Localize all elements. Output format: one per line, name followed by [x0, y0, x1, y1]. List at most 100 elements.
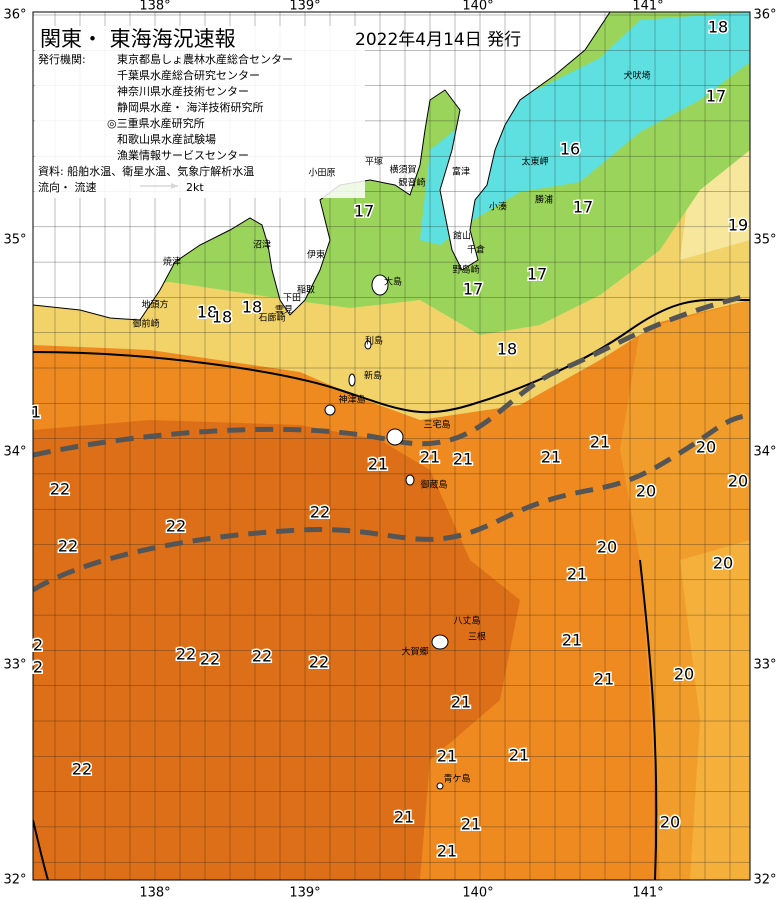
- place-name: 御前崎: [132, 318, 159, 330]
- place-name: 富津: [452, 166, 470, 178]
- temperature-label: 17: [463, 280, 483, 299]
- temperature-label: 21: [368, 455, 388, 474]
- place-name: 焼津: [163, 257, 181, 268]
- issuer: 神奈川県水産技術センター: [117, 84, 249, 98]
- place-name: 三宅島: [423, 419, 450, 431]
- header-box: [35, 26, 365, 198]
- place-name: 青ケ島: [443, 773, 470, 785]
- place-name: 平塚: [365, 157, 383, 168]
- source: 資料: 船舶水温、衛星水温、気象庁解析水温: [38, 164, 254, 178]
- lat-label: 35°: [753, 233, 776, 248]
- temperature-label: 18: [497, 340, 517, 359]
- temperature-label: 21: [394, 808, 414, 827]
- temperature-label: 22: [200, 650, 220, 669]
- lon-label: 139°: [289, 886, 320, 900]
- temperature-label: 21: [541, 448, 561, 467]
- place-name: 千倉: [467, 244, 485, 256]
- temperature-label: 21: [590, 433, 610, 452]
- temperature-label: 18: [708, 18, 728, 37]
- place-name: 小湊: [489, 201, 507, 213]
- temperature-label: 21: [453, 450, 473, 469]
- place-name: 神津島: [338, 394, 365, 406]
- temperature-label: 18: [197, 303, 217, 322]
- temperature-label: 20: [728, 472, 748, 491]
- place-name: 下田: [283, 293, 301, 304]
- place-name: 地頭方: [141, 299, 168, 311]
- lat-label: 34°: [3, 445, 26, 460]
- flow-label: 流向・ 流速: [38, 180, 97, 194]
- place-name: 三根: [468, 631, 486, 643]
- temperature-label: 21: [567, 565, 587, 584]
- lon-label: 138°: [139, 886, 170, 900]
- temperature-label: 21: [437, 747, 457, 766]
- lat-label: 35°: [3, 233, 26, 248]
- place-name: 稲取: [297, 284, 315, 296]
- place-name: 沼津: [253, 240, 271, 251]
- place-name: 大賀郷: [401, 646, 428, 658]
- place-name: 小田原: [308, 168, 335, 179]
- cyan-region: [420, 12, 750, 245]
- temperature-label: 17: [706, 87, 726, 106]
- title: 関東・ 東海海況速報: [40, 27, 236, 51]
- temperature-label: 2: [33, 636, 43, 655]
- labels: 関東・ 東海海況速報 2022年4月14日 発行 発行機関: 資料: 船舶水温、…: [29, 16, 749, 862]
- place-name: 館山: [453, 230, 471, 242]
- place-name: 野島崎: [452, 264, 479, 276]
- lat-label: 36°: [3, 8, 26, 23]
- place-name: 太東岬: [521, 156, 548, 168]
- issue-date: 2022年4月14日 発行: [355, 30, 521, 50]
- temperature-label: 20: [636, 482, 656, 501]
- issuer: ◎三重県水産研究所: [107, 116, 205, 130]
- temperature-label: 22: [58, 537, 78, 556]
- temperature-label: 22: [72, 760, 92, 779]
- temperature-label: 20: [696, 438, 716, 457]
- temperature-label: 22: [176, 645, 196, 664]
- place-name: 雲見: [275, 305, 293, 316]
- temperature-label: 18: [242, 298, 262, 317]
- lon-label: 141°: [632, 886, 663, 900]
- place-name: 利島: [365, 335, 383, 347]
- temperature-label: 21: [451, 693, 471, 712]
- map-area: [33, 12, 750, 880]
- map-frame: [32, 11, 751, 881]
- temperature-label: 19: [728, 216, 748, 235]
- place-name: 八丈島: [453, 615, 480, 627]
- temperature-label: 21: [461, 815, 481, 834]
- temperature-label: 1: [31, 403, 41, 422]
- place-name: 石廊崎: [258, 312, 285, 324]
- cool-region: [680, 540, 750, 880]
- temperature-label: 20: [713, 554, 733, 573]
- front-line: [33, 559, 658, 880]
- place-name: 横須賀: [389, 164, 416, 176]
- lat-label: 32°: [3, 873, 26, 888]
- temperature-label: 20: [674, 665, 694, 684]
- lat-label: 33°: [753, 658, 776, 673]
- temperature-label: 2: [33, 658, 43, 677]
- temperature-label: 21: [420, 448, 440, 467]
- temperature-label: 17: [573, 198, 593, 217]
- place-name: 御蔵島: [420, 479, 447, 491]
- issuer: 漁業情報サービスセンター: [117, 148, 249, 162]
- temperature-label: 22: [309, 653, 329, 672]
- place-name: 伊東: [307, 249, 325, 261]
- issuer: 静岡県水産・ 海洋技術研究所: [117, 100, 264, 114]
- temperature-label: 22: [50, 480, 70, 499]
- place-name: 犬吠埼: [623, 70, 650, 82]
- temperature-label: 22: [166, 517, 186, 536]
- place-name: 大島: [384, 276, 402, 288]
- temperature-label: 21: [562, 631, 582, 650]
- temperature-label: 21: [437, 842, 457, 861]
- temperature-label: 17: [354, 202, 374, 221]
- lon-label: 141°: [632, 0, 663, 14]
- lon-label: 140°: [462, 0, 493, 14]
- place-name: 新島: [364, 370, 382, 382]
- lon-label: 140°: [462, 886, 493, 900]
- kuroshio-axis: [33, 292, 750, 458]
- temperature-label: 20: [597, 538, 617, 557]
- flow-scale: 2kt: [186, 181, 204, 194]
- lat-label: 36°: [753, 8, 776, 23]
- front-line: [33, 298, 750, 414]
- lat-label: 33°: [3, 658, 26, 673]
- islands: [324, 274, 449, 790]
